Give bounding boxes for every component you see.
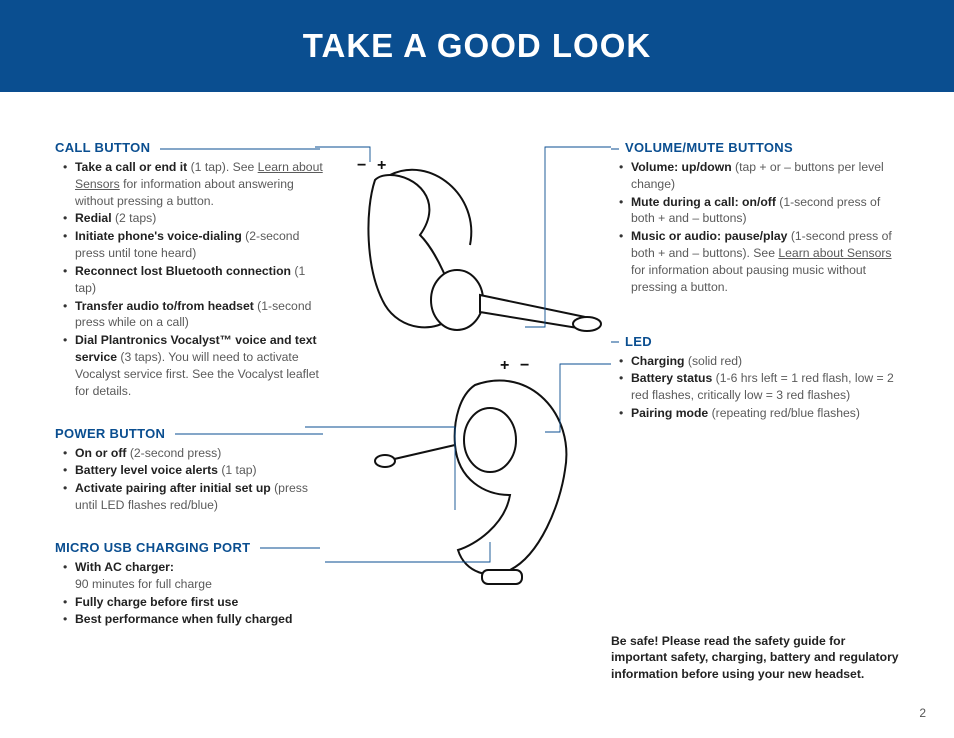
list-item: Music or audio: pause/play (1-second pre… bbox=[631, 228, 899, 295]
title-banner: TAKE A GOOD LOOK bbox=[0, 0, 954, 92]
page-number: 2 bbox=[919, 706, 926, 720]
led-section: LED Charging (solid red) Battery status … bbox=[611, 334, 899, 422]
volume-heading: VOLUME/MUTE BUTTONS bbox=[611, 140, 899, 155]
list-item: Charging (solid red) bbox=[631, 353, 899, 370]
volume-section: VOLUME/MUTE BUTTONS Volume: up/down (tap… bbox=[611, 140, 899, 296]
led-heading: LED bbox=[611, 334, 899, 349]
content-area: CALL BUTTON Take a call or end it (1 tap… bbox=[0, 92, 954, 738]
list-item: Battery status (1-6 hrs left = 1 red fla… bbox=[631, 370, 899, 404]
page-title: TAKE A GOOD LOOK bbox=[303, 27, 651, 65]
list-item: Mute during a call: on/off (1-second pre… bbox=[631, 194, 899, 228]
list-item: Volume: up/down (tap + or – buttons per … bbox=[631, 159, 899, 193]
right-column: VOLUME/MUTE BUTTONS Volume: up/down (tap… bbox=[611, 140, 899, 448]
volume-list: Volume: up/down (tap + or – buttons per … bbox=[611, 159, 899, 296]
safety-notice: Be safe! Please read the safety guide fo… bbox=[611, 633, 899, 683]
led-list: Charging (solid red) Battery status (1-6… bbox=[611, 353, 899, 422]
list-item: Pairing mode (repeating red/blue flashes… bbox=[631, 405, 899, 422]
